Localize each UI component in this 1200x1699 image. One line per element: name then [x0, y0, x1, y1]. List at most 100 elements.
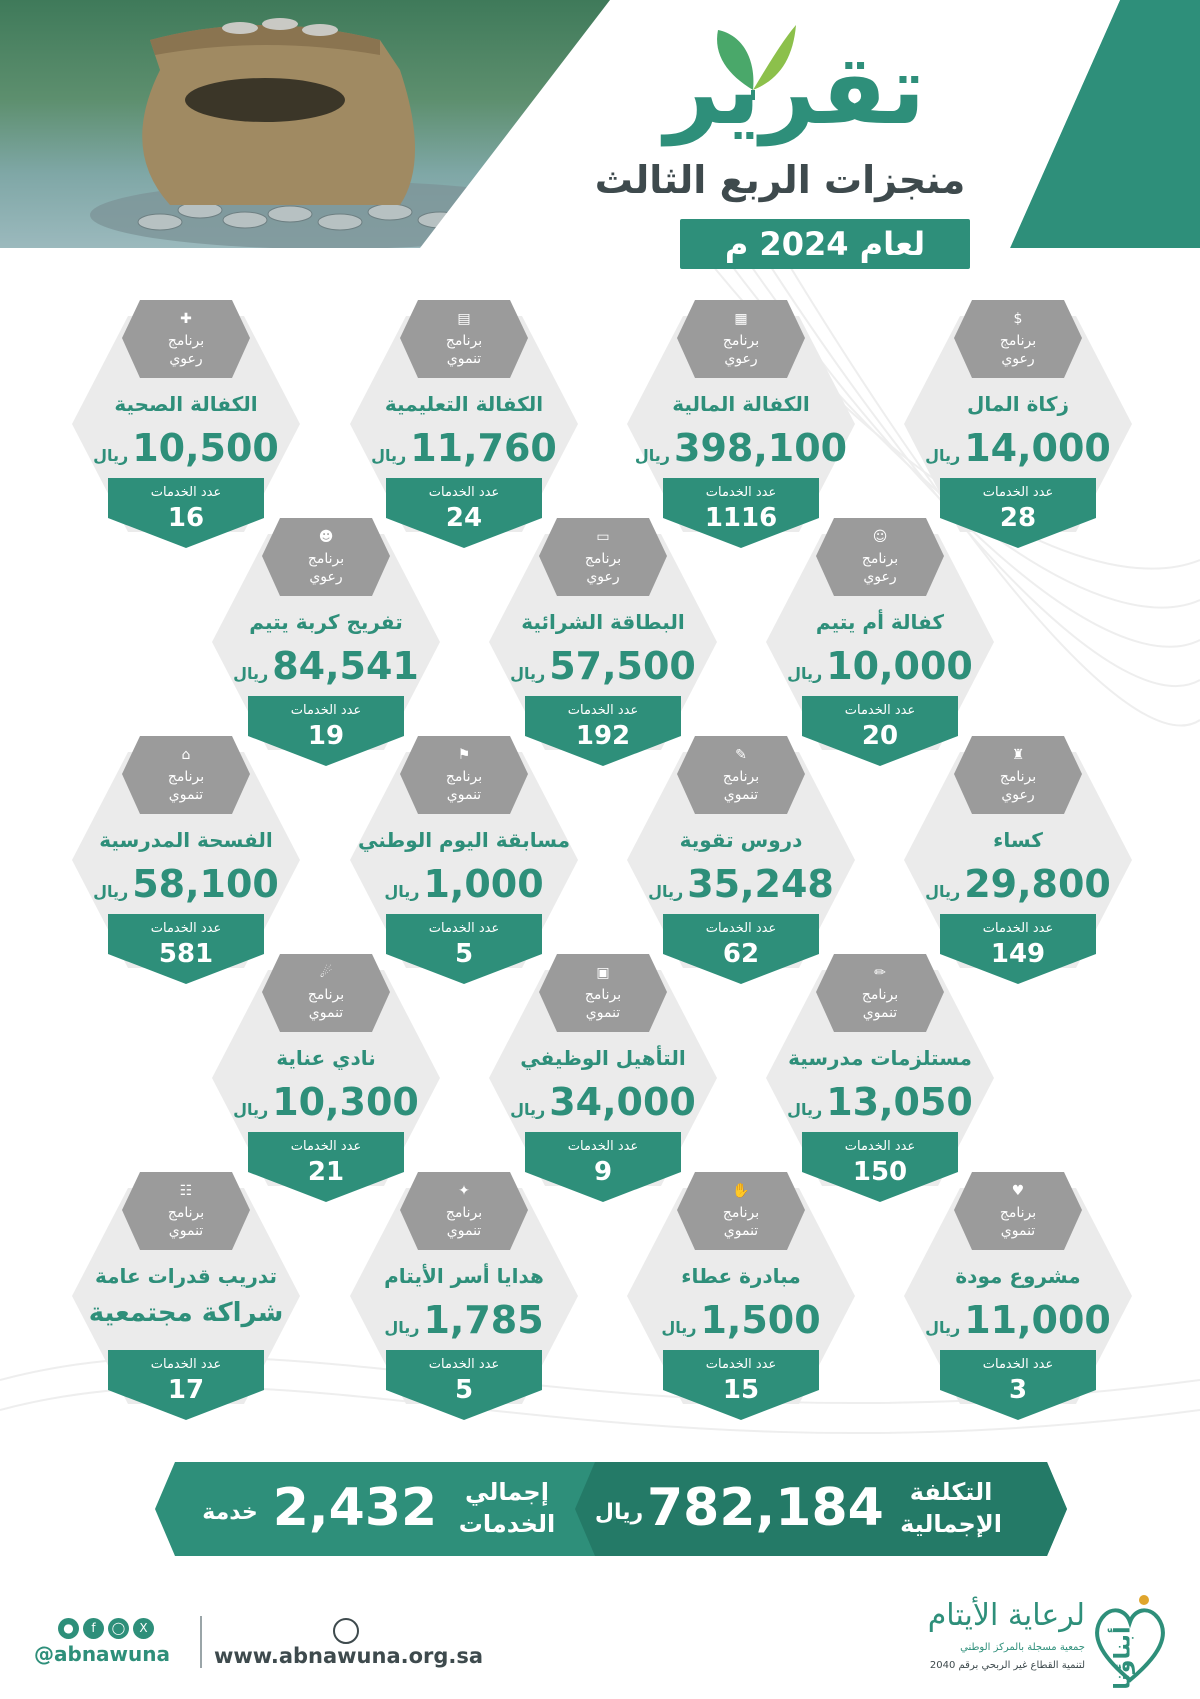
services-count: 15: [722, 1375, 760, 1405]
program-currency: ريال: [787, 1100, 823, 1119]
program-type-line2: تنموي: [308, 1005, 344, 1021]
hexagon-card-background: [627, 1172, 855, 1420]
program-card: ▦ برنامج رعوي الكفالة المالية 398,100ريا…: [623, 300, 859, 548]
program-currency: ريال: [510, 664, 546, 683]
program-amount: 13,050: [826, 1080, 973, 1124]
program-type-line1: برنامج: [584, 987, 622, 1003]
program-name: البطاقة الشرائية: [521, 610, 685, 634]
program-type-badge: ☻ برنامج رعوي: [276, 524, 376, 598]
heart-hand-icon: ♥: [1011, 1183, 1025, 1199]
program-card: ✦ برنامج تنموي هدايا أسر الأيتام 1,785ري…: [346, 1172, 582, 1420]
program-type-badge: ▭ برنامج رعوي: [553, 524, 653, 598]
program-amount: 1,785: [423, 1298, 544, 1342]
sprout-icon: [717, 25, 796, 100]
services-count-label: عدد الخدمات: [705, 1357, 777, 1372]
program-amount: 35,248: [687, 862, 834, 906]
program-type-badge: ▦ برنامج رعوي: [691, 306, 791, 380]
program-type-line2: رعوي: [1001, 787, 1035, 803]
program-type-badge: ▤ برنامج تنموي: [414, 306, 514, 380]
services-count: 24: [445, 503, 483, 533]
hexagon-card-background: [627, 300, 855, 548]
program-type-line1: برنامج: [861, 987, 899, 1003]
program-card: ⌂ برنامج تنموي الفسحة المدرسية 58,100ريا…: [68, 736, 304, 984]
hexagon-card-background: [72, 736, 300, 984]
footer: ● f ◯ X @abnawuna www.abnawuna.org.sa لر…: [0, 1590, 1200, 1699]
services-count-label: عدد الخدمات: [290, 703, 362, 718]
program-type-line1: برنامج: [307, 987, 345, 1003]
program-card: ♜ برنامج رعوي كساء 29,800ريال عدد الخدما…: [900, 736, 1136, 984]
services-count: 192: [575, 721, 631, 751]
program-card: ☷ برنامج تنموي تدريب قدرات عامة شراكة مج…: [68, 1172, 304, 1420]
hexagon-card-background: [904, 1172, 1132, 1420]
program-card: ☻ برنامج رعوي تفريج كربة يتيم 84,541ريال…: [208, 518, 444, 766]
services-count: 3: [1008, 1375, 1028, 1405]
program-name: تدريب قدرات عامة: [95, 1264, 277, 1288]
program-amount: 11,000: [964, 1298, 1111, 1342]
program-type-line1: برنامج: [307, 551, 345, 567]
program-currency: ريال: [661, 1318, 697, 1337]
report-year-label: لعام 2024 م: [680, 219, 970, 269]
program-amount: 10,000: [826, 644, 973, 688]
program-type-line1: برنامج: [861, 551, 899, 567]
program-type-line2: تنموي: [723, 787, 759, 803]
total-services-label: إجمالي الخدمات: [447, 1476, 567, 1540]
program-type-line2: تنموي: [1000, 1223, 1036, 1239]
program-amount: 10,300: [272, 1080, 419, 1124]
school-icon: ⌂: [181, 747, 191, 763]
program-name: مبادرة عطاء: [681, 1264, 801, 1288]
program-currency: ريال: [93, 882, 129, 901]
hexagon-card-background: [904, 736, 1132, 984]
total-cost-label-line1: التكلفة: [909, 1478, 993, 1506]
hexagon-card-background: [72, 1172, 300, 1420]
calculator-icon: ▦: [734, 311, 748, 327]
program-amount-row: 35,248ريال: [627, 862, 855, 906]
program-amount-row: 1,000ريال: [350, 862, 578, 906]
org-logo-heart-icon: [1095, 1595, 1165, 1683]
program-amount-row: 84,541ريال: [212, 644, 440, 688]
services-count-label: عدد الخدمات: [150, 1357, 222, 1372]
mother-icon: ☺: [872, 529, 888, 545]
program-type-badge: ⌂ برنامج تنموي: [136, 742, 236, 816]
services-count-label: عدد الخدمات: [705, 485, 777, 500]
program-amount-text: شراكة مجتمعية: [88, 1298, 284, 1328]
training-icon: ☷: [179, 1183, 193, 1199]
program-currency: ريال: [787, 664, 823, 683]
snapchat-icon[interactable]: ●: [58, 1618, 79, 1639]
program-type-line2: تنموي: [168, 1223, 204, 1239]
program-name: دروس تقوية: [679, 828, 803, 852]
footer-divider: [200, 1616, 202, 1668]
program-currency: ريال: [510, 1100, 546, 1119]
services-count-label: عدد الخدمات: [844, 703, 916, 718]
hexagon-card-background: [350, 300, 578, 548]
program-type-line1: برنامج: [722, 769, 760, 785]
program-type-line1: برنامج: [999, 769, 1037, 785]
program-type-line2: تنموي: [723, 1223, 759, 1239]
program-amount-row: 11,000ريال: [904, 1298, 1132, 1342]
program-currency: ريال: [384, 882, 420, 901]
program-type-line1: برنامج: [445, 333, 483, 349]
totals-bar-background: [155, 1462, 1067, 1556]
program-type-badge: ♥ برنامج تنموي: [968, 1178, 1068, 1252]
program-amount-row: 1,785ريال: [350, 1298, 578, 1342]
program-card: ✎ برنامج تنموي دروس تقوية 35,248ريال عدد…: [623, 736, 859, 984]
program-amount: 58,100: [132, 862, 279, 906]
program-amount: 1,500: [700, 1298, 821, 1342]
social-handle[interactable]: @abnawuna: [34, 1642, 170, 1666]
hexagon-card-background: [489, 954, 717, 1202]
total-cost-label-line2: الإجمالية: [900, 1510, 1002, 1538]
x-twitter-icon[interactable]: X: [133, 1618, 154, 1639]
program-amount-row: 58,100ريال: [72, 862, 300, 906]
program-name: الكفالة التعليمية: [384, 392, 544, 416]
program-amount-row: شراكة مجتمعية: [72, 1298, 300, 1328]
program-amount-row: 13,050ريال: [766, 1080, 994, 1124]
medical-hand-icon: ✚: [180, 311, 192, 327]
program-type-line1: برنامج: [999, 333, 1037, 349]
program-type-badge: ✋ برنامج تنموي: [691, 1178, 791, 1252]
instagram-icon[interactable]: ◯: [108, 1618, 129, 1639]
website-link[interactable]: www.abnawuna.org.sa: [214, 1644, 484, 1668]
report-header: تقرير منجزات الربع الثالث: [0, 0, 1200, 248]
program-type-line1: برنامج: [167, 333, 205, 349]
facebook-icon[interactable]: f: [83, 1618, 104, 1639]
program-type-badge: ☺ برنامج رعوي: [830, 524, 930, 598]
program-currency: ريال: [371, 446, 407, 465]
